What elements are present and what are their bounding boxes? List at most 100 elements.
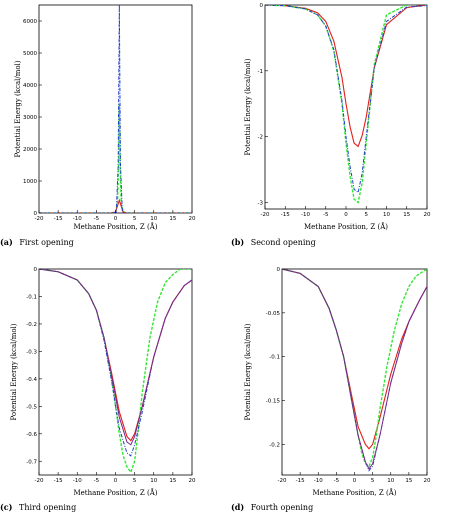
panel-b-xtick-label: -5 <box>323 212 329 218</box>
panel-d-series-green <box>282 269 427 468</box>
panel-a-ticks: -20 -15 -10 -5 0 5 10 15 20 0 1000 2000 3000 4000 5000… <box>23 19 196 222</box>
panel-d-plot-area <box>281 268 428 476</box>
panel-a-xtick-label: -15 <box>54 216 63 222</box>
panel-c-ytick-label: -0.1 <box>26 294 37 300</box>
panel-d-xtick-label: 10 <box>387 478 394 484</box>
panel-c-xtick-label: -15 <box>54 478 63 484</box>
panel-a-caption: (a) First opening <box>0 237 74 247</box>
panel-b-xtick-label: -20 <box>261 212 270 218</box>
panel-a-ytick-label: 5000 <box>23 51 37 57</box>
panel-d-xtick-label: 15 <box>405 478 412 484</box>
panel-c-series <box>39 269 192 474</box>
panel-c-xtick-label: 20 <box>189 478 196 484</box>
panel-c-xtick-label: 5 <box>133 478 137 484</box>
panel-a-caption-text: First opening <box>19 238 73 247</box>
panel-b-xtick-label: 0 <box>344 212 348 218</box>
panel-b-series <box>265 5 427 204</box>
panel-a-series-blue <box>39 5 192 213</box>
panel-a-ytick-label: 3000 <box>23 115 37 121</box>
panel-d-ytick-label: -0.15 <box>266 398 281 404</box>
panel-b-xtick-label: 20 <box>424 212 431 218</box>
panel-b-xtick-label: 15 <box>403 212 410 218</box>
panel-a-ytick-label: 1000 <box>23 179 37 185</box>
panel-a-ytick-label: 2000 <box>23 147 37 153</box>
panel-c-ytick-label: -0.3 <box>26 349 37 355</box>
panel-b-ytick-label: -3 <box>258 200 264 206</box>
panel-d-xtick-label: 5 <box>371 478 375 484</box>
panel-c-ytick-label: -0.5 <box>26 404 37 410</box>
panel-b-series-blue <box>265 5 427 194</box>
panel-b-xtick-label: 10 <box>383 212 390 218</box>
panel-d-xtick-label: 0 <box>353 478 357 484</box>
panel-a-plot-area <box>38 4 193 214</box>
panel-b-caption: (b) Second opening <box>231 237 316 247</box>
panel-a-xtick-label: 5 <box>133 216 137 222</box>
panel-c-ytick-label: -0.4 <box>26 377 37 383</box>
panel-c-xtick-label: 15 <box>169 478 176 484</box>
panel-d-series <box>282 269 427 472</box>
panel-a-ylabel: Potential Energy (kcal/mol) <box>14 60 22 157</box>
panel-d-ytick-label: 0 <box>277 267 281 273</box>
panel-a-ytick-label: 0 <box>34 211 38 217</box>
panel-c-series-purple <box>39 269 192 446</box>
panel-a-series-green <box>39 104 192 213</box>
panel-a-xtick-label: -10 <box>73 216 82 222</box>
panel-b-xtick-label: 5 <box>365 212 369 218</box>
panel-d-xlabel: Methane Position, Z (Å) <box>313 488 397 497</box>
panel-a-xlabel: Methane Position, Z (Å) <box>74 222 158 231</box>
panel-c-ytick-label: 0 <box>34 267 38 273</box>
panel-b-series-green <box>265 5 427 204</box>
panel-a: -20 -15 -10 -5 0 5 10 15 20 0 1000 2000 3000 4000 5000… <box>0 4 196 247</box>
panel-c-xtick-label: 0 <box>114 478 118 484</box>
panel-b-ticks: -20 -15 -10 -5 0 5 10 15 20-3-2-10 <box>258 3 431 218</box>
panel-c-xtick-label: -5 <box>94 478 100 484</box>
panel-c-xtick-label: -10 <box>73 478 82 484</box>
panel-b-xtick-label: -10 <box>301 212 310 218</box>
panel-a-xtick-label: -20 <box>35 216 44 222</box>
panel-a-xtick-label: 10 <box>150 216 157 222</box>
panel-b-ylabel: Potential Energy (kcal/mol) <box>244 58 252 155</box>
panel-b-xlabel: Methane Position, Z (Å) <box>304 222 388 231</box>
panel-c-caption-tag: (c) <box>0 502 13 512</box>
panel-c-series-blue <box>39 269 192 457</box>
panel-c-ytick-label: -0.2 <box>26 322 37 328</box>
panel-c: -20 -15 -10 -5 0 5 10 15 20 -0.7 -0.6 -0.5 -0.4 -0.3 -… <box>0 267 196 512</box>
panel-d: -20 -15 -10 -5 0 5 10 15 20 -0.2 -0.15 -0.1 -0.05 0 M… <box>231 267 431 512</box>
panel-d-xtick-label: -10 <box>314 478 323 484</box>
panel-c-plot-area <box>38 268 193 476</box>
panel-c-series-green <box>39 269 192 474</box>
panel-b-xtick-label: -15 <box>281 212 290 218</box>
panel-d-xtick-label: -20 <box>278 478 287 484</box>
panel-b: -20 -15 -10 -5 0 5 10 15 20-3-2-10 Methane Posit… <box>231 3 431 247</box>
panel-c-xtick-label: -20 <box>35 478 44 484</box>
panel-c-ticks: -20 -15 -10 -5 0 5 10 15 20 -0.7 -0.6 -0.5 -0.4 -0.3 -… <box>26 267 196 484</box>
panel-d-xtick-label: 20 <box>424 478 431 484</box>
panel-a-ytick-label: 6000 <box>23 19 37 25</box>
panel-d-xtick-label: -5 <box>334 478 340 484</box>
panel-c-ylabel: Potential Energy (kcal/mol) <box>10 323 18 420</box>
panel-d-caption: (d) Fourth opening <box>231 502 313 512</box>
panel-c-caption-text: Third opening <box>19 503 76 512</box>
panel-d-caption-tag: (d) <box>231 502 244 512</box>
panel-d-ticks: -20 -15 -10 -5 0 5 10 15 20 -0.2 -0.15 -0.1 -0.05 0 <box>266 267 431 484</box>
panel-b-caption-text: Second opening <box>251 238 316 247</box>
panel-c-ytick-label: -0.6 <box>26 432 37 438</box>
panel-d-series-purple <box>282 269 427 470</box>
panel-d-caption-text: Fourth opening <box>251 503 313 512</box>
panel-d-ytick-label: -0.2 <box>269 442 280 448</box>
panel-c-caption: (c) Third opening <box>0 502 76 512</box>
panel-c-ytick-label: -0.7 <box>26 459 37 465</box>
panel-d-series-red <box>282 269 427 450</box>
panel-b-plot-area <box>264 4 428 210</box>
panel-d-ytick-label: -0.05 <box>266 311 281 317</box>
panel-a-ytick-label: 4000 <box>23 83 37 89</box>
panel-b-series-red <box>265 5 427 148</box>
panel-a-series <box>39 5 192 213</box>
panel-d-xtick-label: -15 <box>296 478 305 484</box>
panel-b-ytick-label: -1 <box>258 69 263 75</box>
panel-a-caption-tag: (a) <box>0 237 13 247</box>
panel-c-xlabel: Methane Position, Z (Å) <box>74 488 158 497</box>
panel-b-ytick-label: 0 <box>260 3 264 9</box>
panel-b-ytick-label: -2 <box>258 135 263 141</box>
panel-a-xtick-label: -5 <box>94 216 100 222</box>
